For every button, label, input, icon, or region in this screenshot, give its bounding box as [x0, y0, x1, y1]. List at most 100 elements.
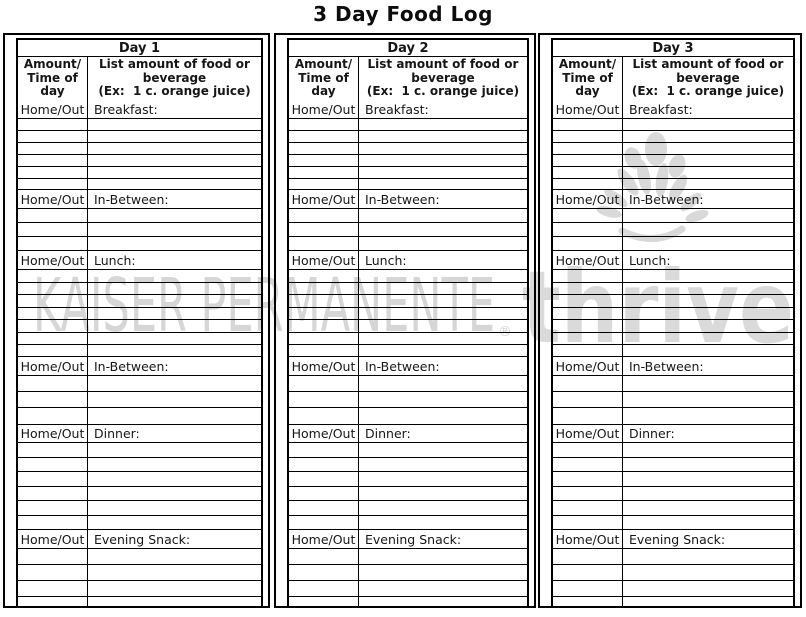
- day-2-table: Day 2 Amount/ Time of day List amount of…: [287, 38, 529, 606]
- home-out-cell: Home/Out: [18, 425, 88, 442]
- blank-entry-row: [289, 319, 527, 332]
- blank-amount-cell: [289, 501, 359, 515]
- blank-food-cell: [359, 408, 527, 424]
- blank-amount-cell: [289, 472, 359, 486]
- blank-amount-cell: [553, 308, 623, 319]
- blank-entry-row: [553, 391, 793, 407]
- blank-food-cell: [359, 487, 527, 500]
- meal-name-cell: In-Between:: [629, 191, 704, 207]
- blank-amount-cell: [553, 179, 623, 189]
- blank-amount-cell: [18, 345, 88, 356]
- blank-food-cell: [623, 345, 793, 356]
- day-2-panel: Day 2 Amount/ Time of day List amount of…: [274, 33, 536, 608]
- blank-entry-row: [553, 471, 793, 486]
- blank-amount-cell: [289, 155, 359, 166]
- blank-amount-cell: [553, 131, 623, 142]
- home-out-cell: Home/Out: [289, 530, 359, 548]
- blank-food-cell: [88, 270, 261, 282]
- blank-amount-cell: [553, 223, 623, 236]
- blank-amount-cell: [289, 167, 359, 178]
- blank-amount-cell: [289, 458, 359, 471]
- blank-amount-cell: [553, 516, 623, 529]
- blank-food-cell: [623, 458, 793, 471]
- blank-food-cell: [623, 320, 793, 332]
- blank-entry-row: [18, 222, 261, 236]
- blank-amount-cell: [289, 597, 359, 606]
- meal-label-row: Home/Out Lunch:: [553, 250, 793, 269]
- blank-food-cell: [623, 549, 793, 564]
- meal-label-row: Home/Out In-Between:: [18, 356, 261, 375]
- blank-amount-cell: [289, 308, 359, 319]
- home-out-cell: Home/Out: [553, 251, 623, 269]
- meal-name-cell: Breakfast:: [365, 101, 429, 117]
- blank-entry-row: [289, 142, 527, 154]
- blank-food-cell: [359, 376, 527, 391]
- blank-amount-cell: [18, 597, 88, 606]
- blank-food-cell: [88, 458, 261, 471]
- blank-entry-row: [289, 457, 527, 471]
- blank-food-cell: [88, 581, 261, 596]
- blank-entry-row: [18, 500, 261, 515]
- blank-food-cell: [623, 223, 793, 236]
- day-header: Day 2: [387, 40, 429, 56]
- blank-food-cell: [359, 333, 527, 344]
- blank-amount-cell: [18, 516, 88, 529]
- blank-food-cell: [623, 392, 793, 407]
- blank-entry-row: [289, 471, 527, 486]
- meal-name-cell: Lunch:: [94, 252, 136, 268]
- blank-amount-cell: [18, 119, 88, 130]
- blank-food-cell: [623, 408, 793, 424]
- food-beverage-header: List amount of food or beverage (Ex: 1 c…: [631, 57, 785, 99]
- blank-food-cell: [359, 223, 527, 236]
- meal-name-cell: Dinner:: [365, 426, 411, 441]
- blank-food-cell: [359, 581, 527, 596]
- blank-food-cell: [88, 376, 261, 391]
- blank-amount-cell: [289, 581, 359, 596]
- blank-entry-row: [289, 344, 527, 356]
- blank-amount-cell: [289, 487, 359, 500]
- amount-time-header: Amount/ Time of day: [18, 57, 88, 100]
- blank-entry-row: [18, 332, 261, 344]
- blank-entry-row: [18, 319, 261, 332]
- blank-amount-cell: [18, 308, 88, 319]
- blank-food-cell: [623, 283, 793, 294]
- blank-entry-row: [289, 118, 527, 130]
- meal-label-row: Home/Out Dinner:: [289, 424, 527, 442]
- blank-amount-cell: [289, 376, 359, 391]
- blank-food-cell: [359, 167, 527, 178]
- blank-food-cell: [623, 270, 793, 282]
- day-header: Day 1: [118, 40, 161, 56]
- blank-amount-cell: [289, 270, 359, 282]
- blank-entry-row: [289, 500, 527, 515]
- blank-amount-cell: [553, 155, 623, 166]
- blank-amount-cell: [553, 549, 623, 564]
- blank-food-cell: [88, 143, 261, 154]
- blank-entry-row: [553, 130, 793, 142]
- meal-label-row: Home/Out Lunch:: [18, 250, 261, 269]
- blank-entry-row: [18, 154, 261, 166]
- blank-amount-cell: [18, 209, 88, 222]
- blank-amount-cell: [18, 443, 88, 457]
- home-out-cell: Home/Out: [289, 100, 359, 118]
- blank-food-cell: [359, 209, 527, 222]
- blank-food-cell: [359, 345, 527, 356]
- blank-entry-row: [289, 269, 527, 282]
- blank-amount-cell: [18, 155, 88, 166]
- home-out-cell: Home/Out: [553, 357, 623, 375]
- blank-amount-cell: [553, 333, 623, 344]
- blank-entry-row: [18, 486, 261, 500]
- food-beverage-header: List amount of food or beverage (Ex: 1 c…: [366, 57, 520, 99]
- blank-food-cell: [359, 458, 527, 471]
- blank-entry-row: [553, 142, 793, 154]
- meal-name-cell: Breakfast:: [629, 101, 693, 117]
- blank-amount-cell: [553, 237, 623, 250]
- blank-food-cell: [88, 472, 261, 486]
- blank-entry-row: [553, 166, 793, 178]
- blank-entry-row: [553, 596, 793, 606]
- blank-food-cell: [88, 119, 261, 130]
- meal-label-row: Home/Out Breakfast:: [553, 100, 793, 118]
- blank-amount-cell: [18, 320, 88, 332]
- blank-amount-cell: [289, 237, 359, 250]
- blank-entry-row: [553, 236, 793, 250]
- blank-amount-cell: [553, 487, 623, 500]
